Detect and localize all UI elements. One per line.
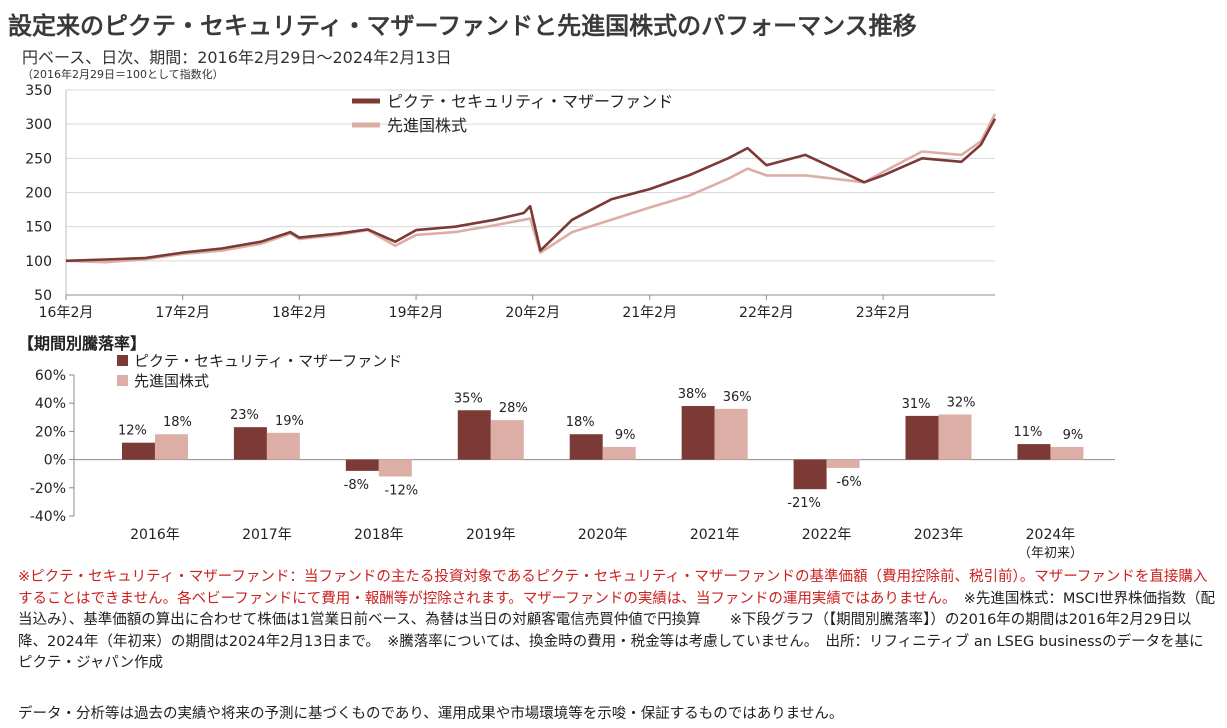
- y-tick-label: 60%: [35, 368, 66, 384]
- bar-value-label: -21%: [787, 496, 821, 511]
- chart-subtitle: 円ベース、日次、期間：2016年2月29日～2024年2月13日: [22, 48, 452, 67]
- legend-label: ピクテ・セキュリティ・マザーファンド: [387, 92, 673, 111]
- legend-swatch: [117, 355, 128, 366]
- bar-value-label: 38%: [678, 387, 707, 402]
- y-tick-label: 20%: [35, 424, 66, 440]
- y-tick-label: 250: [25, 151, 52, 167]
- bar-value-label: 19%: [275, 414, 304, 429]
- y-tick-label: -40%: [30, 509, 66, 525]
- series-line-index: [65, 113, 997, 264]
- footnote-sources: ※先進国株式：MSCI世界株価指数（配当込み）、基準価額の算出に合わせて株価は1…: [18, 590, 1215, 672]
- bar-value-label: 12%: [118, 424, 147, 439]
- x-tick-label: 20年2月: [505, 305, 560, 321]
- x-tick-label: 18年2月: [272, 305, 327, 321]
- y-tick-label: 50: [34, 288, 52, 304]
- x-tick-label: 17年2月: [155, 305, 210, 321]
- bar-value-label: -8%: [344, 478, 369, 493]
- y-tick-label: 100: [25, 254, 52, 270]
- category-label: 2020年: [578, 527, 628, 543]
- line-chart: 50 100 150 200 250 300 350 16年2月 17年2月 18年2月 19年2月…: [25, 83, 997, 321]
- bar-value-label: 18%: [163, 415, 192, 430]
- bar-value-label: 18%: [566, 415, 595, 430]
- y-tick-label: 350: [25, 83, 52, 99]
- bar-index: [1050, 446, 1084, 460]
- bar-fund: [793, 459, 827, 490]
- category-label: 2019年: [466, 527, 516, 543]
- bar-fund: [569, 434, 603, 460]
- bar-fund: [681, 406, 715, 460]
- page-title: 設定来のピクテ・セキュリティ・マザーファンドと先進国株式のパフォーマンス推移: [8, 12, 917, 40]
- y-tick-label: 0%: [44, 453, 66, 469]
- bar-value-label: 11%: [1013, 425, 1042, 440]
- bar-index: [266, 432, 300, 460]
- legend-label: 先進国株式: [134, 372, 209, 390]
- section-title: 【期間別騰落率】: [18, 334, 147, 353]
- footnote-mother-fund: ※ピクテ・セキュリティ・マザーファンド：当ファンドの主たる投資対象であるピクテ・…: [18, 569, 1208, 607]
- x-tick-label: 16年2月: [39, 305, 94, 321]
- legend-label: ピクテ・セキュリティ・マザーファンド: [134, 352, 402, 370]
- index-note: （2016年2月29日＝100として指数化）: [22, 68, 224, 81]
- bar-fund: [345, 459, 379, 471]
- bar-fund: [1017, 444, 1051, 460]
- category-label: 2016年: [130, 527, 180, 543]
- bar-index: [490, 420, 524, 460]
- x-tick-label: 23年2月: [856, 305, 911, 321]
- bar-index: [714, 408, 748, 460]
- y-tick-label: 200: [25, 186, 52, 202]
- bar-index: [826, 459, 860, 469]
- bar-index: [154, 434, 188, 460]
- bar-index: [602, 446, 636, 460]
- legend-swatch: [117, 375, 128, 386]
- bar-value-label: 32%: [947, 395, 976, 410]
- bar-value-label: 35%: [454, 391, 483, 406]
- disclaimer: データ・分析等は過去の実績や将来の予測に基づくものであり、運用成果や市場環境等を…: [18, 706, 844, 722]
- category-label: 2022年: [802, 527, 852, 543]
- series-line-fund: [65, 118, 997, 263]
- bar-value-label: 36%: [723, 390, 752, 405]
- legend-label: 先進国株式: [387, 116, 467, 135]
- bar-fund: [233, 427, 267, 460]
- y-tick-label: 150: [25, 220, 52, 236]
- category-sublabel: （年初来）: [1018, 546, 1083, 561]
- bar-value-label: 31%: [902, 397, 931, 412]
- bar-value-label: 23%: [230, 408, 259, 423]
- x-tick-label: 22年2月: [739, 305, 794, 321]
- category-label: 2021年: [690, 527, 740, 543]
- bar-chart: -40% -20% 0% 20% 40% 60% 12% 18% 2016年 23% 19% 2017…: [30, 352, 1115, 561]
- y-tick-label: 40%: [35, 396, 66, 412]
- footnotes: ※ピクテ・セキュリティ・マザーファンド：当ファンドの主たる投資対象であるピクテ・…: [18, 567, 1218, 675]
- bar-value-label: 28%: [499, 401, 528, 416]
- bar-index: [938, 414, 972, 460]
- bar-fund: [905, 415, 939, 460]
- y-tick-label: -20%: [30, 481, 66, 497]
- category-label: 2018年: [354, 527, 404, 543]
- bar-index: [378, 459, 412, 477]
- bar-value-label: -12%: [385, 484, 419, 499]
- bar-fund: [457, 410, 491, 460]
- category-label: 2024年: [1026, 527, 1076, 543]
- x-tick-label: 21年2月: [622, 305, 677, 321]
- x-tick-label: 19年2月: [389, 305, 444, 321]
- category-label: 2023年: [914, 527, 964, 543]
- y-tick-label: 300: [25, 117, 52, 133]
- category-label: 2017年: [242, 527, 292, 543]
- bar-value-label: 9%: [1063, 428, 1084, 443]
- bar-value-label: -6%: [836, 475, 861, 490]
- bar-value-label: 9%: [615, 428, 636, 443]
- bar-fund: [121, 442, 155, 460]
